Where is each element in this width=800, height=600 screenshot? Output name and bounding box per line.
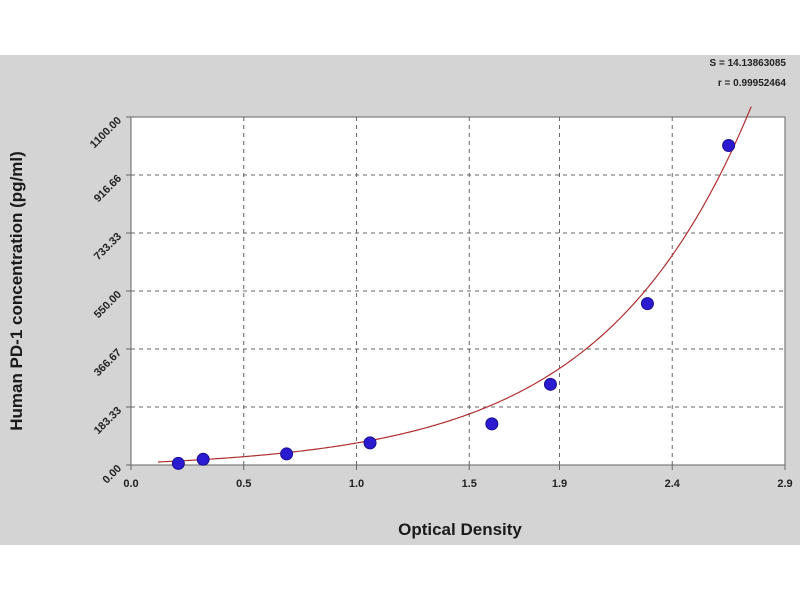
x-tick-label: 1.5 (462, 478, 477, 490)
y-tick-label: 550.00 (92, 289, 124, 321)
data-point (640, 297, 654, 311)
x-tick-label: 2.4 (665, 478, 681, 490)
y-axis-ticks: 0.00 183.33 366.67 550.00 733.33 916.66 1100.0… (88, 115, 131, 487)
x-tick-label: 1.9 (552, 478, 567, 490)
y-tick-label: 1100.00 (88, 115, 124, 151)
data-point (280, 447, 294, 461)
s-statistic: S = 14.13863085 (710, 58, 787, 69)
x-tick-label: 0.5 (236, 478, 251, 490)
y-tick-label: 733.33 (92, 231, 124, 263)
grid-lines (131, 117, 785, 465)
data-points (171, 138, 736, 470)
x-axis-title: Optical Density (398, 520, 522, 539)
data-point (171, 456, 185, 470)
x-tick-label: 0.0 (123, 478, 138, 490)
r-statistic: r = 0.99952464 (718, 78, 787, 89)
data-point (196, 452, 210, 466)
y-tick-label: 366.67 (92, 347, 124, 379)
x-axis-ticks: 0.0 0.5 1.0 1.5 1.9 2.4 2.9 (123, 465, 793, 490)
y-tick-label: 916.66 (92, 173, 124, 205)
fit-curve (158, 106, 752, 463)
x-tick-label: 1.0 (349, 478, 364, 490)
data-point (722, 138, 736, 152)
data-point (363, 436, 377, 450)
data-point (485, 417, 499, 431)
y-tick-label: 183.33 (92, 405, 124, 437)
chart-panel: 0.0 0.5 1.0 1.5 1.9 2.4 2.9 0.00 183.33 366.67 55… (0, 55, 800, 545)
y-tick-label: 0.00 (100, 463, 124, 487)
x-tick-label: 2.9 (777, 478, 792, 490)
data-point (543, 377, 557, 391)
standard-curve-chart: 0.0 0.5 1.0 1.5 1.9 2.4 2.9 0.00 183.33 366.67 55… (7, 58, 793, 539)
y-axis-title: Human PD-1 concentration (pg/ml) (7, 151, 26, 431)
